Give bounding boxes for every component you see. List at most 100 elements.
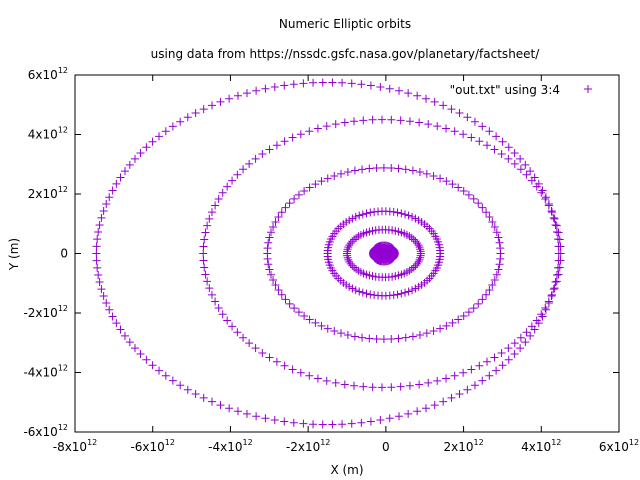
data-point — [358, 333, 367, 342]
data-point — [397, 289, 406, 298]
data-point — [125, 338, 134, 347]
data-point — [527, 322, 536, 331]
data-point — [161, 371, 170, 380]
legend-plus-marker — [584, 85, 592, 93]
data-point — [483, 141, 492, 150]
x-tick-label: 6x1012 — [599, 438, 639, 454]
data-point — [322, 376, 331, 385]
data-point — [372, 163, 381, 172]
data-point — [551, 220, 560, 229]
data-point — [415, 168, 424, 177]
data-point — [504, 344, 513, 353]
data-point — [397, 209, 406, 218]
data-point — [401, 288, 410, 297]
x-tick-label: -8x1012 — [53, 438, 98, 454]
data-point — [116, 325, 125, 334]
data-point — [368, 383, 377, 392]
data-point — [92, 242, 101, 251]
data-point — [218, 310, 227, 319]
data-point — [348, 214, 357, 223]
data-point — [504, 154, 513, 163]
data-point — [239, 165, 248, 174]
data-point — [289, 418, 298, 427]
data-point — [205, 284, 214, 293]
data-point — [258, 150, 267, 159]
data-point — [290, 194, 299, 203]
data-point — [344, 243, 353, 252]
y-tick-label: 0 — [60, 247, 68, 261]
data-point — [516, 344, 525, 353]
data-point — [394, 164, 403, 173]
x-tick-label: -2x1012 — [286, 438, 331, 454]
data-point — [556, 256, 565, 265]
data-point — [555, 263, 564, 272]
data-point — [288, 133, 297, 142]
data-point — [377, 383, 386, 392]
data-point — [404, 287, 413, 296]
data-point — [357, 418, 366, 427]
data-point — [492, 366, 501, 375]
data-point — [541, 195, 550, 204]
data-point — [294, 308, 303, 317]
data-point — [413, 407, 422, 416]
data-point — [424, 120, 433, 129]
data-point — [148, 361, 157, 370]
data-point — [168, 122, 177, 131]
data-point — [433, 376, 442, 385]
data-point — [105, 305, 114, 314]
data-point — [470, 117, 479, 126]
data-point — [368, 272, 377, 281]
data-point — [251, 344, 260, 353]
data-point — [355, 211, 364, 220]
data-point — [474, 199, 483, 208]
data-point — [405, 381, 414, 390]
data-point — [191, 109, 200, 118]
data-point — [495, 260, 504, 269]
data-point — [92, 249, 101, 258]
data-point — [228, 322, 237, 331]
data-point — [478, 122, 487, 131]
x-tick-label: 2x1012 — [443, 438, 483, 454]
data-point — [228, 176, 237, 185]
data-point — [424, 378, 433, 387]
data-point — [459, 311, 468, 320]
data-point — [299, 419, 308, 428]
data-point — [510, 159, 519, 168]
data-point — [274, 285, 283, 294]
data-point — [323, 324, 332, 333]
data-point — [99, 206, 108, 215]
data-point — [415, 255, 424, 264]
data-point — [338, 78, 347, 87]
data-point — [305, 183, 314, 192]
data-point — [207, 397, 216, 406]
data-point — [269, 223, 278, 232]
data-point — [433, 122, 442, 131]
data-point — [372, 335, 381, 344]
data-point — [201, 270, 210, 279]
data-point — [280, 361, 289, 370]
data-point — [442, 177, 451, 186]
data-point — [538, 186, 547, 195]
data-point — [411, 284, 420, 293]
data-point — [280, 417, 289, 426]
data-point — [415, 118, 424, 127]
data-point — [439, 397, 448, 406]
data-point — [485, 213, 494, 222]
y-tick-label: -6x1012 — [23, 423, 68, 439]
data-point — [280, 137, 289, 146]
data-point — [131, 154, 139, 163]
x-tick-label: -6x1012 — [130, 438, 175, 454]
data-point — [331, 378, 340, 387]
data-point — [368, 115, 377, 124]
data-point — [161, 127, 170, 136]
data-point — [211, 297, 220, 306]
data-point — [183, 385, 192, 394]
data-point — [469, 304, 478, 313]
data-point — [408, 166, 417, 175]
x-tick-label: -4x1012 — [208, 438, 253, 454]
data-point — [136, 148, 145, 157]
data-point — [199, 105, 208, 114]
data-point — [409, 263, 418, 272]
data-point — [516, 154, 525, 163]
data-point — [340, 118, 349, 127]
